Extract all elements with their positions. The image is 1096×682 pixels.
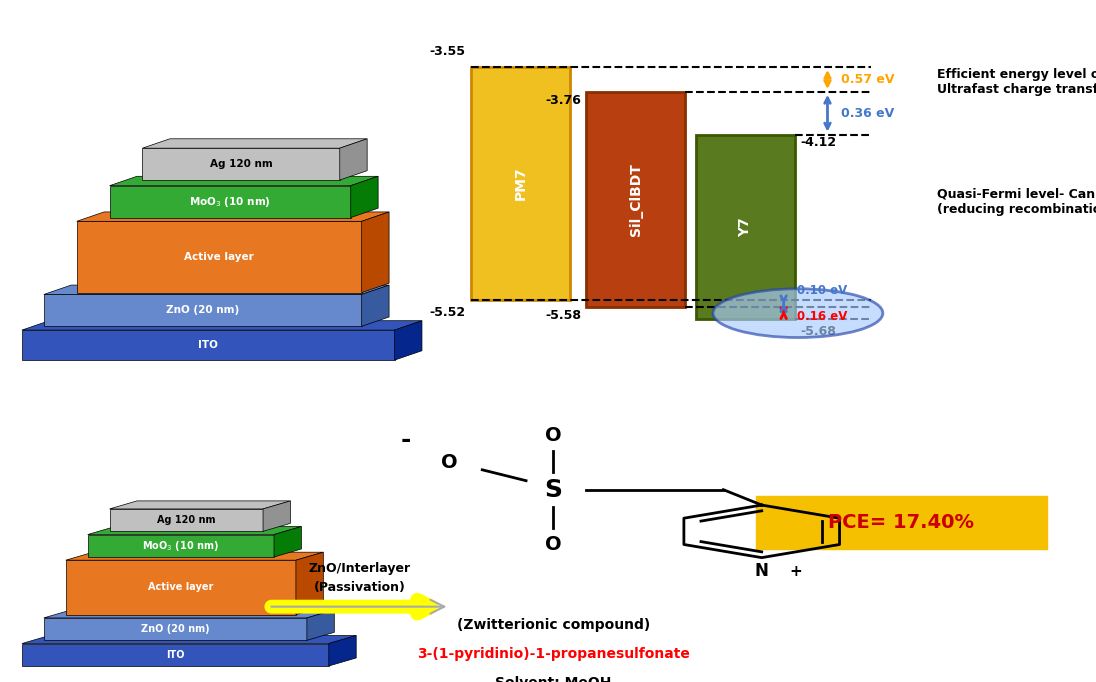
Text: Solvent: MeOH: Solvent: MeOH	[495, 676, 612, 682]
FancyBboxPatch shape	[471, 67, 570, 300]
Polygon shape	[44, 610, 334, 618]
Text: -: -	[400, 428, 411, 452]
Text: -5.58: -5.58	[545, 309, 581, 322]
Text: MoO$_3$ (10 nm): MoO$_3$ (10 nm)	[142, 539, 219, 553]
Text: Ag 120 nm: Ag 120 nm	[157, 515, 216, 525]
FancyBboxPatch shape	[110, 509, 263, 531]
Polygon shape	[77, 212, 389, 221]
Polygon shape	[110, 501, 290, 509]
Text: O: O	[545, 535, 562, 554]
Text: Ag 120 nm: Ag 120 nm	[209, 159, 273, 169]
Polygon shape	[362, 212, 389, 293]
Text: N: N	[755, 563, 768, 580]
Text: 0.57 eV: 0.57 eV	[841, 73, 894, 86]
FancyBboxPatch shape	[142, 148, 340, 180]
Text: -5.68: -5.68	[800, 325, 836, 338]
Text: 3-(1-pyridinio)-1-propanesulfonate: 3-(1-pyridinio)-1-propanesulfonate	[418, 647, 689, 661]
Text: Efficient energy level offsets
Ultrafast charge transfer: Efficient energy level offsets Ultrafast…	[937, 68, 1096, 95]
FancyBboxPatch shape	[696, 134, 795, 319]
Text: Y7: Y7	[739, 217, 752, 237]
FancyBboxPatch shape	[66, 560, 296, 614]
Polygon shape	[307, 610, 334, 640]
Text: -3.55: -3.55	[430, 45, 466, 58]
Polygon shape	[274, 527, 301, 557]
FancyBboxPatch shape	[44, 295, 362, 327]
Text: +: +	[789, 564, 802, 579]
Polygon shape	[362, 285, 389, 327]
Polygon shape	[22, 321, 422, 330]
Text: O: O	[545, 426, 562, 445]
Ellipse shape	[713, 288, 883, 338]
FancyBboxPatch shape	[88, 535, 274, 557]
Text: (Zwitterionic compound): (Zwitterionic compound)	[457, 618, 650, 632]
Text: O: O	[441, 453, 458, 472]
FancyBboxPatch shape	[22, 330, 395, 360]
Text: PM7: PM7	[514, 167, 527, 201]
Polygon shape	[44, 285, 389, 295]
FancyBboxPatch shape	[586, 92, 685, 307]
Polygon shape	[351, 176, 378, 218]
Text: Sil_ClBDT: Sil_ClBDT	[629, 163, 642, 236]
Text: (Passivation): (Passivation)	[313, 581, 406, 594]
Text: ZnO/Interlayer: ZnO/Interlayer	[308, 561, 411, 575]
Polygon shape	[329, 636, 356, 666]
Text: ZnO (20 nm): ZnO (20 nm)	[141, 624, 209, 634]
Text: -5.52: -5.52	[430, 306, 466, 318]
Text: Active layer: Active layer	[148, 582, 214, 593]
Text: ZnO (20 nm): ZnO (20 nm)	[167, 306, 239, 315]
Text: S: S	[545, 477, 562, 502]
FancyBboxPatch shape	[77, 221, 362, 293]
Polygon shape	[395, 321, 422, 360]
Polygon shape	[142, 139, 367, 148]
FancyBboxPatch shape	[22, 644, 329, 666]
Text: ITO: ITO	[167, 650, 184, 659]
Polygon shape	[263, 501, 290, 531]
Text: 0.16 eV: 0.16 eV	[797, 310, 847, 323]
FancyBboxPatch shape	[756, 496, 1047, 549]
Polygon shape	[22, 636, 356, 644]
Polygon shape	[296, 552, 323, 614]
Text: 0.10 eV: 0.10 eV	[797, 284, 847, 297]
Text: ITO: ITO	[198, 340, 218, 350]
Text: -4.12: -4.12	[800, 136, 836, 149]
FancyBboxPatch shape	[110, 186, 351, 218]
Polygon shape	[340, 139, 367, 180]
Polygon shape	[66, 552, 323, 560]
Text: Quasi-Fermi level- Can improve Voc
(reducing recombination losses): Quasi-Fermi level- Can improve Voc (redu…	[937, 188, 1096, 216]
Text: Active layer: Active layer	[184, 252, 254, 262]
Text: -3.76: -3.76	[545, 94, 581, 107]
Polygon shape	[88, 527, 301, 535]
Text: MoO$_3$ (10 nm): MoO$_3$ (10 nm)	[190, 194, 271, 209]
FancyBboxPatch shape	[44, 618, 307, 640]
Text: PCE= 17.40%: PCE= 17.40%	[827, 513, 974, 532]
Text: 0.36 eV: 0.36 eV	[841, 106, 894, 120]
Polygon shape	[110, 176, 378, 186]
